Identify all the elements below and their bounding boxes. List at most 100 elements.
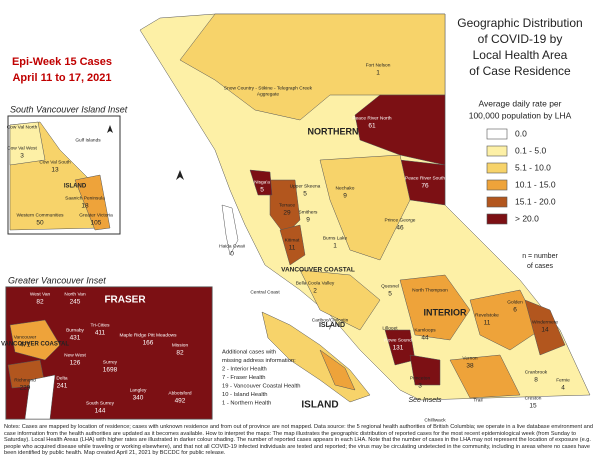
place-label: Gulf Islands [75,137,101,143]
legend-swatch [486,196,508,208]
legend-title: Average daily rate per [478,98,561,108]
lha-name: Saanich Peninsula [65,195,105,201]
lha-count: 411 [95,330,106,337]
lha-name: Prince George [385,217,416,223]
region-label: VANCOUVER COASTAL [281,267,355,274]
lha-count: 46 [396,225,404,232]
lha-count: 5 [260,187,264,194]
lha-count: 492 [175,398,186,405]
lha-count: 38 [466,363,474,370]
lha-name: Peace River North [352,115,392,121]
lha-name: Princeton [410,375,431,381]
lha-count: 471 [20,342,31,349]
inset-title: South Vancouver Island Inset [10,104,128,114]
epi-week: Epi-Week 15 Cases [12,56,112,68]
lha-name: West Van [30,291,51,297]
lha-count: 15 [529,403,537,410]
additional-cases: 1 - Northern Health [222,401,271,407]
lha-name: Bella Coola Valley [296,280,335,286]
additional-cases: 2 - Interior Health [222,367,267,373]
legend-label: 15.1 - 20.0 [515,196,556,206]
legend-label: 5.1 - 10.0 [515,162,551,172]
title-line: of COVID-19 by [478,32,563,46]
lha-name: Western Communities [16,212,64,218]
additional-cases: missing address information: [222,358,296,364]
lha-name: Surrey [103,359,118,365]
lha-count: 5 [388,291,392,298]
north-arrow [107,125,113,133]
lha-name: Kamloops [414,327,436,333]
lha-name: Windermere [532,319,558,325]
region-shade [299,269,381,331]
region-label: NORTHERN [308,126,359,136]
region-shade [449,354,521,399]
lha-count: 11 [484,320,491,327]
inset-shape [74,174,111,231]
map: Epi-Week 15 Cases April 11 to 17, 2021 S… [1,13,591,423]
lha-count: 3 [20,153,24,160]
lha-count: 7 [328,325,332,332]
legend-swatch [486,162,508,174]
place-label: Aggregate [257,91,279,97]
lha-count: 1 [376,70,380,77]
legend-label: 0.0 [515,128,527,138]
lha-count: 0 [230,251,234,258]
lha-count: 144 [95,408,106,415]
place-label: Lillooet [382,325,398,331]
lha-name: Cranbrook [525,369,548,375]
legend-swatch [486,213,508,225]
legend-swatch [486,179,508,191]
lha-count: 82 [36,299,44,306]
lha-count: 44 [421,335,429,342]
additional-cases: 7 - Fraser Health [222,375,266,381]
place-label: Trail [473,397,482,403]
region-shade [179,13,446,121]
place-label: See Insets [408,397,442,404]
inset-shape [9,121,46,166]
lha-count: 9 [306,217,310,224]
region-label: ISLAND [301,400,338,411]
region-label: INTERIOR [423,307,467,317]
lha-count: 9 [343,193,347,200]
additional-cases: 10 - Island Health [222,392,267,398]
lha-count: 76 [421,183,429,190]
lha-name: Kitimat [285,237,300,243]
lha-name: Nechako [336,185,355,191]
lha-name: Vancouver [14,334,37,340]
lha-name: Richmond [14,377,36,383]
lha-name: Haida Gwaii [219,243,245,249]
lha-count: 166 [143,340,154,347]
lha-name: Burnaby [66,327,84,333]
region-shade [279,224,306,266]
lha-count: 14 [541,327,549,334]
lha-count: 1698 [103,367,118,374]
lha-name: Quesnel [381,283,399,289]
region-label: ISLAND [64,184,87,190]
region-label: ISLAND [319,322,345,329]
lha-name: Burns Lake [323,235,348,241]
lha-count: 3 [418,383,422,390]
legend-swatch [486,145,508,157]
lha-name: New West [64,352,86,358]
lha-count: 4 [561,385,565,392]
lha-name: Greater Victoria [79,212,113,218]
place-label: Central Coast [250,289,280,295]
lha-count: 6 [513,307,517,314]
lha-count: 241 [57,383,68,390]
lha-count: 11 [289,245,296,252]
lha-name: Fort Nelson [366,62,391,68]
lha-name: Abbotsford [168,390,192,396]
lha-name: Upper Skeena [290,183,321,189]
inset-shape [24,374,56,420]
lha-name: Revelstoke [475,312,499,318]
lha-count: 245 [70,299,81,306]
place-label: Cow Val North [7,124,38,130]
legend-label: 10.1 - 15.0 [515,179,556,189]
lha-name: Langley [130,387,147,393]
lha-name: Smithers [299,209,319,215]
legend-note: n = number [522,253,558,260]
lha-name: Cow Val West [7,145,37,151]
region-label: FRASER [104,295,146,306]
region-shade [469,289,541,351]
